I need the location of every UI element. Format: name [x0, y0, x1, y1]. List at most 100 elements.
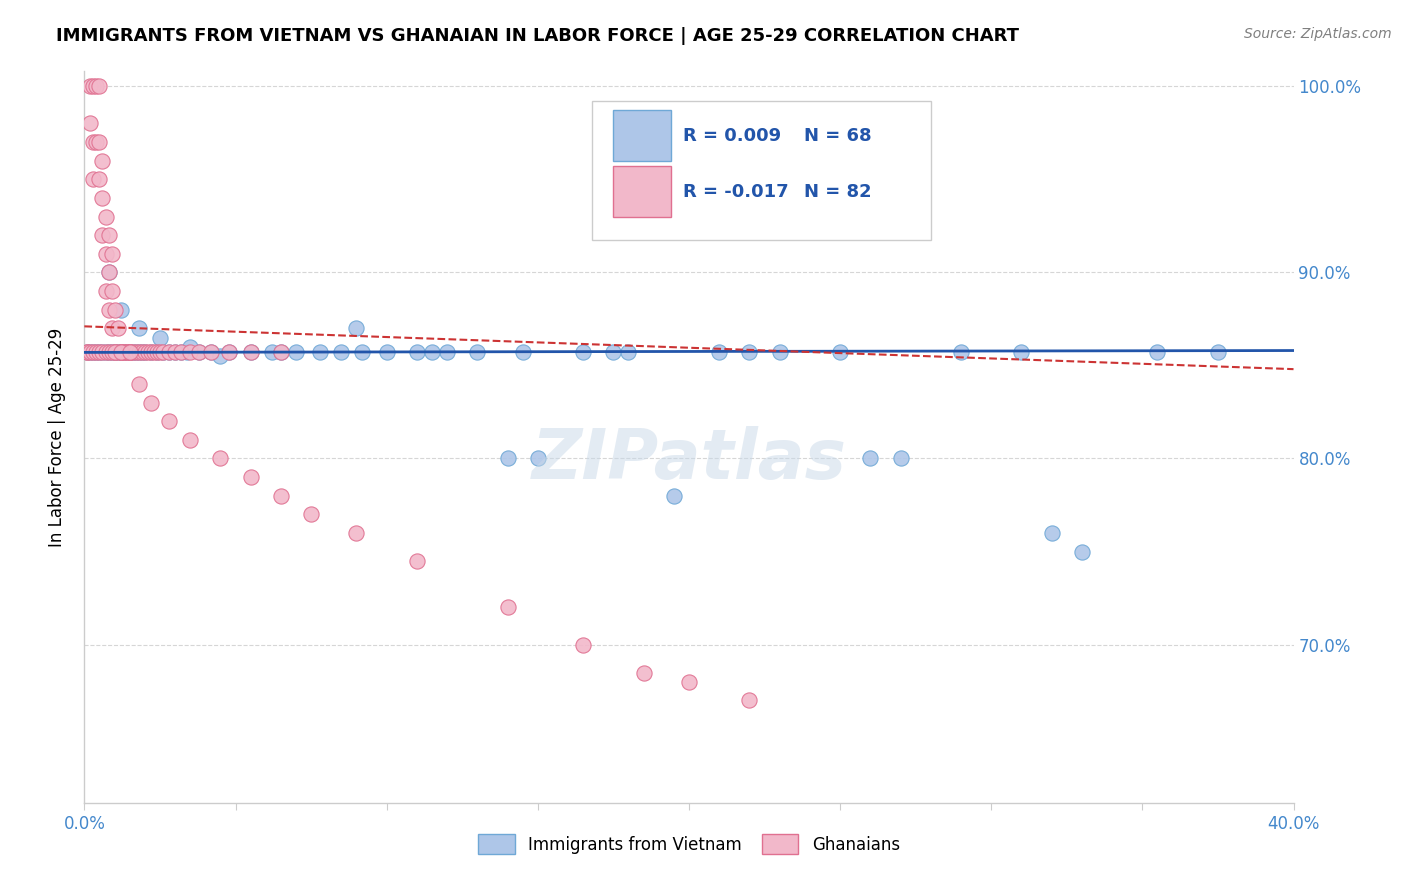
Point: [112, 345, 135, 359]
Point: [270, 345, 292, 359]
Point: [86, 135, 108, 149]
Point: [94, 210, 117, 224]
Point: [118, 345, 141, 359]
Point: [110, 345, 132, 359]
Point: [112, 345, 135, 359]
Point: [330, 345, 353, 359]
Point: [89, 345, 111, 359]
Point: [94, 246, 117, 260]
Point: [1011, 345, 1033, 359]
Point: [91, 345, 114, 359]
Point: [299, 508, 322, 522]
Point: [769, 345, 792, 359]
Point: [527, 451, 550, 466]
Point: [179, 345, 201, 359]
Point: [146, 345, 169, 359]
Point: [89, 172, 111, 186]
Point: [118, 345, 141, 359]
Point: [94, 284, 117, 298]
Point: [165, 345, 187, 359]
Point: [128, 377, 150, 392]
Point: [125, 345, 148, 359]
Point: [110, 345, 132, 359]
Point: [738, 693, 761, 707]
Point: [152, 345, 174, 359]
Point: [1071, 544, 1094, 558]
Point: [375, 345, 398, 359]
Point: [200, 345, 222, 359]
Point: [859, 451, 882, 466]
Point: [617, 345, 640, 359]
Point: [100, 246, 122, 260]
Legend: Immigrants from Vietnam, Ghanaians: Immigrants from Vietnam, Ghanaians: [471, 828, 907, 860]
Point: [97, 345, 120, 359]
Point: [239, 345, 262, 359]
Point: [270, 345, 292, 359]
Point: [218, 345, 240, 359]
Text: IMMIGRANTS FROM VIETNAM VS GHANAIAN IN LABOR FORCE | AGE 25-29 CORRELATION CHART: IMMIGRANTS FROM VIETNAM VS GHANAIAN IN L…: [56, 27, 1019, 45]
Point: [97, 265, 120, 279]
Point: [86, 345, 108, 359]
Point: [1146, 345, 1168, 359]
Point: [436, 345, 458, 359]
Point: [157, 414, 180, 428]
Point: [152, 345, 174, 359]
Point: [346, 525, 368, 540]
Point: [1206, 345, 1229, 359]
Point: [94, 345, 117, 359]
FancyBboxPatch shape: [613, 166, 671, 218]
Point: [89, 345, 111, 359]
Point: [572, 345, 595, 359]
Point: [97, 265, 120, 279]
Point: [239, 470, 262, 484]
Point: [91, 153, 114, 168]
Point: [118, 345, 141, 359]
Point: [176, 345, 198, 359]
Point: [91, 345, 114, 359]
Point: [86, 79, 108, 94]
Point: [115, 345, 138, 359]
Point: [239, 345, 262, 359]
Point: [115, 345, 138, 359]
Point: [82, 79, 104, 94]
Point: [200, 345, 222, 359]
Point: [188, 345, 211, 359]
Point: [79, 345, 101, 359]
Point: [678, 674, 700, 689]
Point: [1040, 525, 1063, 540]
Point: [830, 345, 852, 359]
Point: [112, 345, 135, 359]
Point: [86, 345, 108, 359]
Point: [110, 345, 132, 359]
Point: [100, 345, 122, 359]
Point: [157, 345, 180, 359]
Point: [662, 489, 685, 503]
Point: [82, 345, 104, 359]
Point: [346, 321, 368, 335]
Text: R = 0.009: R = 0.009: [683, 127, 780, 145]
Point: [104, 302, 127, 317]
Point: [79, 345, 101, 359]
Point: [107, 345, 129, 359]
Point: [131, 345, 153, 359]
Point: [97, 345, 120, 359]
Point: [104, 345, 127, 359]
Point: [110, 302, 132, 317]
Point: [94, 345, 117, 359]
Point: [149, 330, 172, 344]
Point: [512, 345, 534, 359]
Point: [76, 345, 98, 359]
Point: [572, 638, 595, 652]
Point: [134, 345, 156, 359]
Point: [602, 345, 624, 359]
Point: [76, 345, 98, 359]
Point: [82, 135, 104, 149]
Point: [738, 345, 761, 359]
Point: [209, 349, 232, 363]
Point: [128, 321, 150, 335]
Point: [100, 321, 122, 335]
Point: [79, 116, 101, 130]
Point: [136, 345, 159, 359]
FancyBboxPatch shape: [592, 101, 931, 240]
Point: [352, 345, 374, 359]
